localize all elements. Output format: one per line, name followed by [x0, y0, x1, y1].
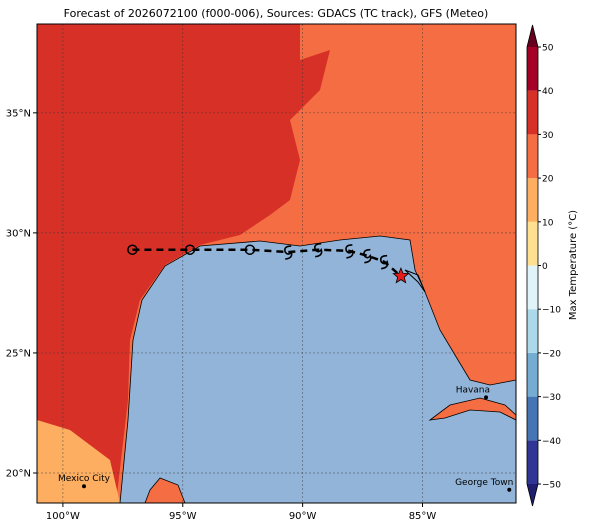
- track-point: [184, 244, 196, 255]
- track-cone: [404, 269, 426, 293]
- x-tick-label: 95°W: [169, 511, 197, 522]
- city-label: George Town: [455, 478, 513, 488]
- track-line: [132, 248, 402, 278]
- x-tick-label: 85°W: [409, 511, 437, 522]
- track-point: [244, 244, 256, 255]
- colorbar-segment: [527, 309, 538, 353]
- colorbar-label: Max Temperature (°C): [568, 210, 579, 320]
- colorbar-segment: [527, 221, 538, 266]
- city-label: Mexico City: [58, 474, 111, 484]
- title: Forecast of 2026072100 (f000-006), Sourc…: [64, 7, 489, 20]
- colorbar-segment: [527, 47, 538, 91]
- colorbar-segment: [527, 265, 538, 310]
- colorbar-segment: [527, 396, 538, 441]
- colorbar-tick-label: −50: [542, 481, 561, 491]
- colorbar-tick-label: 30: [542, 131, 554, 141]
- hurricane-symbol: [379, 254, 389, 270]
- colorbar-tick-label: 10: [542, 218, 554, 228]
- colorbar-tick-label: −20: [542, 349, 561, 359]
- y-tick-label: 20°N: [6, 468, 31, 479]
- x-tick-label: 90°W: [289, 511, 317, 522]
- hurricane-symbol: [314, 242, 323, 258]
- colorbar-over: [527, 25, 538, 47]
- land-warm: [37, 420, 120, 503]
- colorbar-segment: [527, 352, 538, 397]
- map: Mexico City Havana George Town: [37, 24, 516, 503]
- colorbar-tick-label: 50: [542, 44, 554, 54]
- colorbar-under: [527, 484, 538, 506]
- city-marker: [81, 484, 86, 489]
- colorbar-tick-label: −30: [542, 393, 561, 403]
- y-tick-label: 30°N: [6, 228, 31, 239]
- cuba: [428, 397, 516, 421]
- colorbar-tick-label: −40: [542, 437, 561, 447]
- y-tick-label: 35°N: [6, 108, 31, 119]
- colorbar-segment: [527, 178, 538, 222]
- map-frame: [36, 23, 517, 504]
- colorbar-segment: [527, 134, 538, 179]
- y-tick-label: 25°N: [6, 348, 31, 359]
- colorbar-segment: [527, 90, 538, 135]
- colorbar-tick-label: 0: [542, 262, 548, 272]
- city-marker: [507, 487, 512, 492]
- colorbar-segment: [527, 440, 538, 484]
- x-tick-label: 100°W: [46, 511, 80, 522]
- land-hot: [37, 24, 330, 503]
- city-label: Havana: [456, 385, 490, 395]
- hurricane-symbol: [284, 245, 293, 260]
- storm-position: [392, 267, 410, 284]
- city-marker: [484, 395, 489, 400]
- colorbar-tick-label: 40: [542, 87, 554, 97]
- colorbar-tick-label: 20: [542, 175, 554, 185]
- hurricane-symbol: [345, 244, 354, 259]
- hurricane-symbol: [363, 248, 372, 264]
- track-point: [127, 244, 138, 255]
- colorbar-tick-label: −10: [542, 306, 561, 316]
